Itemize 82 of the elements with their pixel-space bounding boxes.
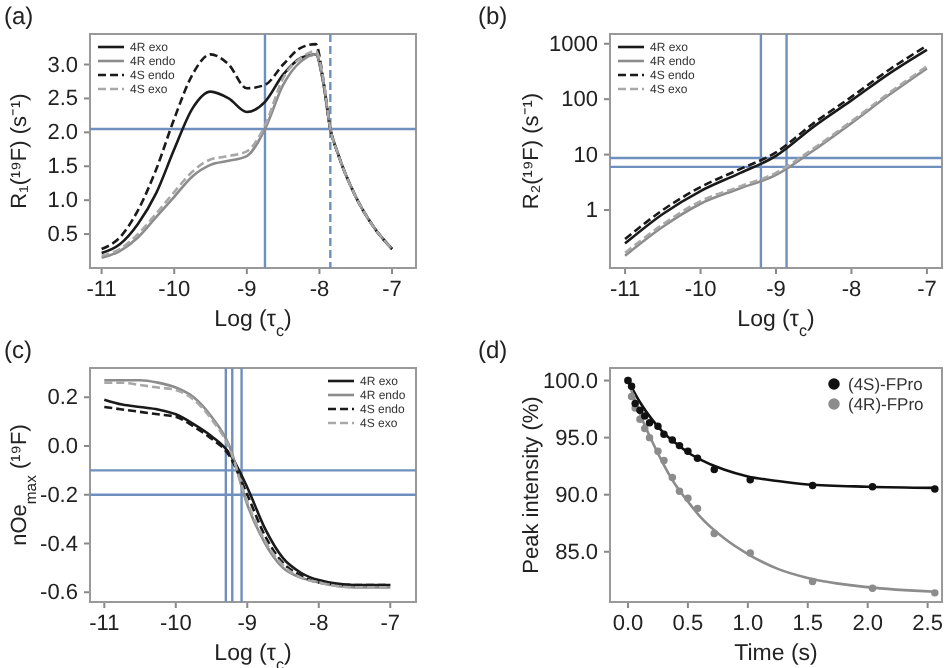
y-tick-label: 0.0 — [47, 435, 78, 460]
x-tick-label: -9 — [237, 277, 257, 302]
point — [746, 476, 754, 484]
x-axis-title: Log (τ$_{c}$) — [214, 308, 292, 339]
point — [645, 433, 654, 442]
y-tick-label: 3.0 — [47, 53, 78, 78]
y-tick-label: -0.4 — [40, 532, 78, 557]
chart-title: (c) — [4, 336, 32, 364]
point — [641, 412, 649, 420]
y-tick-label: 1.0 — [47, 189, 78, 214]
point — [668, 473, 677, 482]
x-tick-label: -11 — [89, 611, 120, 636]
x-tick-label: -10 — [684, 277, 717, 302]
point — [684, 494, 692, 502]
y-tick-label: 95.0 — [555, 426, 598, 451]
y-axis-title: R₁(¹⁹F) (s⁻¹) — [8, 93, 32, 209]
x-tick-label: 1.5 — [792, 611, 824, 636]
point — [641, 424, 649, 433]
point — [654, 422, 662, 430]
y-tick-label: 0.5 — [47, 223, 78, 248]
chart-title: (a) — [4, 2, 34, 30]
point — [684, 447, 692, 456]
point — [931, 589, 939, 597]
point — [868, 584, 877, 593]
y-tick-label: 10 — [573, 143, 598, 168]
x-tick-label: 2.5 — [912, 611, 943, 636]
legend-label: (4R)-FPro — [848, 393, 925, 414]
x-tick-label: 2.0 — [852, 611, 883, 636]
point — [645, 419, 654, 427]
x-tick-label: -9 — [766, 277, 786, 302]
x-tick-label: -7 — [382, 277, 402, 302]
y-tick-label: -0.2 — [40, 483, 78, 508]
x-tick-label: -8 — [309, 277, 330, 302]
y-tick-label: 1 — [585, 199, 598, 224]
y-tick-label: 2.0 — [47, 121, 78, 146]
y-axis-title: Peak intensity (%) — [520, 396, 544, 574]
legend-label: (4S)-FPro — [848, 373, 924, 394]
y-tick-label: 1000 — [549, 32, 598, 57]
point — [636, 406, 644, 414]
point — [627, 392, 636, 401]
point — [808, 577, 817, 586]
x-tick-label: 0.5 — [672, 611, 704, 636]
point — [746, 549, 754, 557]
x-tick-label: 0.0 — [612, 611, 644, 636]
point — [675, 441, 684, 450]
point — [693, 504, 702, 513]
point — [808, 481, 817, 490]
x-tick-label: -11 — [86, 277, 117, 302]
x-tick-label: -8 — [841, 277, 862, 302]
y-tick-label: 0.2 — [47, 386, 78, 411]
point — [660, 430, 668, 438]
x-tick-label: 1.0 — [732, 611, 764, 636]
x-axis-title: Log (τ$_{c}$) — [737, 308, 815, 339]
x-tick-label: -8 — [308, 611, 329, 636]
x-tick-label: -10 — [158, 277, 191, 302]
point — [654, 447, 662, 456]
point — [675, 487, 684, 496]
point — [710, 529, 719, 538]
y-tick-label: 90.0 — [555, 483, 598, 508]
point — [660, 456, 668, 465]
x-tick-label: -10 — [159, 611, 192, 636]
x-tick-label: -7 — [380, 611, 401, 636]
x-tick-label: -9 — [237, 611, 258, 636]
x-axis-title: Time (s) — [734, 642, 819, 666]
y-tick-label: 100 — [561, 88, 598, 113]
chart-title: (b) — [478, 2, 508, 30]
y-tick-label: 100.0 — [542, 369, 598, 394]
point — [627, 382, 636, 390]
y-tick-label: 1.5 — [47, 155, 78, 180]
point — [631, 399, 639, 408]
point — [668, 436, 677, 444]
x-tick-label: -11 — [610, 277, 641, 302]
x-tick-label: -7 — [917, 277, 937, 302]
chart-title: (d) — [478, 336, 508, 364]
point — [931, 485, 939, 493]
y-tick-label: 85.0 — [555, 540, 598, 565]
point — [693, 454, 702, 462]
point — [868, 482, 877, 491]
y-tick-label: 2.5 — [47, 87, 78, 112]
y-tick-label: -0.6 — [40, 581, 78, 606]
y-axis-title: R₂(¹⁹F) (s⁻¹) — [520, 92, 544, 210]
point — [710, 465, 719, 474]
